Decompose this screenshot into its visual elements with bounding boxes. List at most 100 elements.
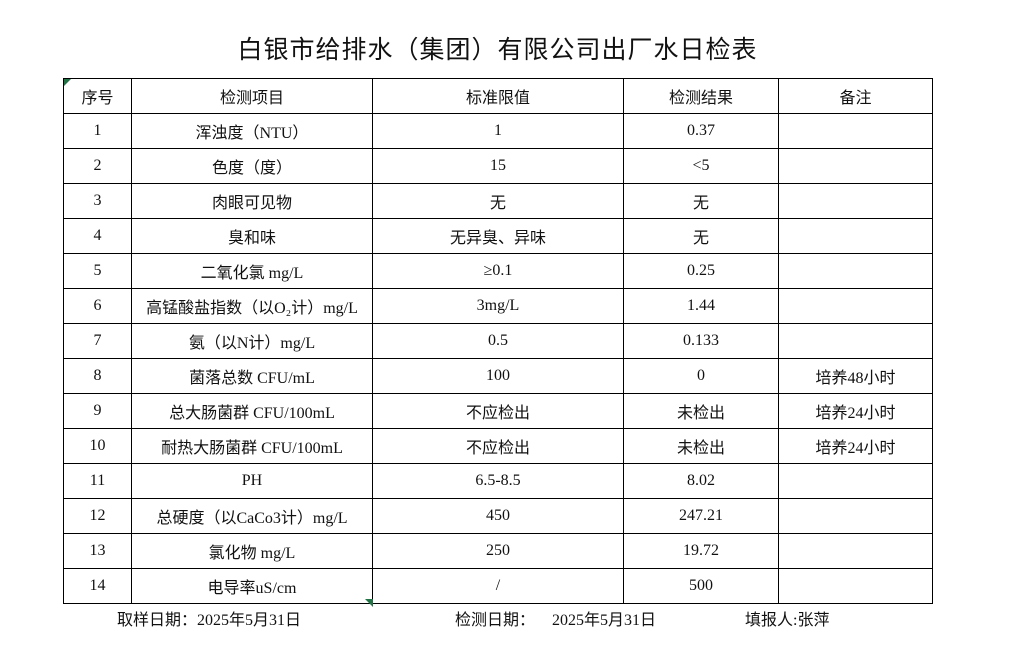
table-row: 3 肉眼可见物无无 (63, 183, 933, 219)
row-result: <5 (623, 148, 779, 184)
row-no: 6 (63, 288, 132, 324)
inspection-table: 序号 检测项目 标准限值 检测结果 备注 1 浑浊度（NTU） 1 0.37 2 色度（度… (63, 78, 933, 604)
col-header-result: 检测结果 (623, 78, 779, 114)
row-limit: 6.5-8.5 (372, 463, 624, 499)
row-result: 无 (623, 183, 779, 219)
table-row: 6 高锰酸盐指数（以O₂计）mg/L 3mg/L 1.44 (63, 288, 933, 324)
table-row: 10 耐热大肠菌群 CFU/100mL 不应检出 未检出 培养24小时 (63, 428, 933, 464)
table-row: 9 总大肠菌群 CFU/100mL 不应检出 未检出 培养24小时 (63, 393, 933, 429)
row-remark (778, 183, 933, 219)
form-footer: 取样日期：2025年5月31日 检测日期： 2025年5月31日 填报人:张萍 (0, 606, 1016, 630)
row-remark (778, 218, 933, 254)
row-result: 0.37 (623, 113, 779, 149)
cell-error-indicator-icon (365, 599, 373, 607)
table-row: 2 色度（度） 15 <5 (63, 148, 933, 184)
row-no: 13 (63, 533, 132, 569)
table-row: 14 电导率uS/cm/500 (63, 568, 933, 604)
row-limit: 450 (372, 498, 624, 534)
row-result: 8.02 (623, 463, 779, 499)
row-limit: 不应检出 (372, 393, 624, 429)
row-item: PH (131, 463, 373, 499)
row-remark: 培养24小时 (778, 393, 933, 429)
row-remark (778, 568, 933, 604)
col-header-limit: 标准限值 (372, 78, 624, 114)
row-no: 5 (63, 253, 132, 289)
row-limit: 3mg/L (372, 288, 624, 324)
row-limit: 15 (372, 148, 624, 184)
row-result: 未检出 (623, 428, 779, 464)
row-no: 4 (63, 218, 132, 254)
sampling-date: 取样日期：2025年5月31日 (117, 612, 302, 629)
row-result: 无 (623, 218, 779, 254)
row-limit: 不应检出 (372, 428, 624, 464)
row-limit: 0.5 (372, 323, 624, 359)
page-title: 白银市给排水（集团）有限公司出厂水日检表 (237, 37, 758, 64)
table-row: 12 总硬度（以CaCo3计）mg/L 450 247.21 (63, 498, 933, 534)
table-row: 13 氯化物 mg/L 250 19.72 (63, 533, 933, 569)
row-no: 9 (63, 393, 132, 429)
row-limit: 无 (372, 183, 624, 219)
row-no: 3 (63, 183, 132, 219)
row-no: 14 (63, 568, 132, 604)
row-limit: / (372, 568, 624, 604)
row-limit: ≥0.1 (372, 253, 624, 289)
row-item: 氨（以N计）mg/L (131, 323, 373, 359)
row-limit: 100 (372, 358, 624, 394)
cell-error-indicator-icon (64, 79, 71, 86)
col-header-remark: 备注 (778, 78, 933, 114)
row-limit: 250 (372, 533, 624, 569)
testing-date-value: 2025年5月31日 (552, 612, 657, 629)
table-row: 4 臭和味 无异臭、异味无 (63, 218, 933, 254)
row-no: 7 (63, 323, 132, 359)
header-row: 序号 检测项目 标准限值 检测结果 备注 (63, 78, 933, 114)
testing-date-label: 检测日期： (455, 612, 536, 629)
row-item: 总大肠菌群 CFU/100mL (131, 393, 373, 429)
row-no: 12 (63, 498, 132, 534)
row-item: 浑浊度（NTU） (131, 113, 373, 149)
row-no: 2 (63, 148, 132, 184)
col-header-item: 检测项目 (131, 78, 373, 114)
row-remark (778, 253, 933, 289)
row-result: 0.133 (623, 323, 779, 359)
row-remark (778, 533, 933, 569)
table-row: 1 浑浊度（NTU） 1 0.37 (63, 113, 933, 149)
row-item: 色度（度） (131, 148, 373, 184)
row-item: 菌落总数 CFU/mL (131, 358, 373, 394)
row-result: 1.44 (623, 288, 779, 324)
table-body: 1 浑浊度（NTU） 1 0.37 2 色度（度） 15 <5 3 肉眼可见物无无 4 臭和味 无异臭、… (63, 113, 933, 604)
row-remark (778, 113, 933, 149)
row-no: 11 (63, 463, 132, 499)
row-result: 500 (623, 568, 779, 604)
row-item: 高锰酸盐指数（以O₂计）mg/L (131, 288, 373, 324)
col-header-no: 序号 (63, 78, 132, 114)
row-remark (778, 288, 933, 324)
row-no: 10 (63, 428, 132, 464)
row-remark (778, 323, 933, 359)
row-result: 19.72 (623, 533, 779, 569)
table-row: 8 菌落总数 CFU/mL 100 0 培养48小时 (63, 358, 933, 394)
row-item: 氯化物 mg/L (131, 533, 373, 569)
row-item: 耐热大肠菌群 CFU/100mL (131, 428, 373, 464)
row-no: 1 (63, 113, 132, 149)
row-result: 0.25 (623, 253, 779, 289)
table-row: 7 氨（以N计）mg/L 0.5 0.133 (63, 323, 933, 359)
row-limit: 无异臭、异味 (372, 218, 624, 254)
table-row: 11 PH 6.5-8.5 8.02 (63, 463, 933, 499)
row-no: 8 (63, 358, 132, 394)
row-remark: 培养24小时 (778, 428, 933, 464)
row-remark (778, 463, 933, 499)
row-item: 二氧化氯 mg/L (131, 253, 373, 289)
row-item: 电导率uS/cm (131, 568, 373, 604)
row-remark (778, 148, 933, 184)
row-item: 臭和味 (131, 218, 373, 254)
row-limit: 1 (372, 113, 624, 149)
reporter-name: 填报人:张萍 (745, 612, 830, 629)
row-result: 未检出 (623, 393, 779, 429)
row-item: 总硬度（以CaCo3计）mg/L (131, 498, 373, 534)
row-item: 肉眼可见物 (131, 183, 373, 219)
row-remark (778, 498, 933, 534)
row-remark: 培养48小时 (778, 358, 933, 394)
row-result: 247.21 (623, 498, 779, 534)
row-result: 0 (623, 358, 779, 394)
